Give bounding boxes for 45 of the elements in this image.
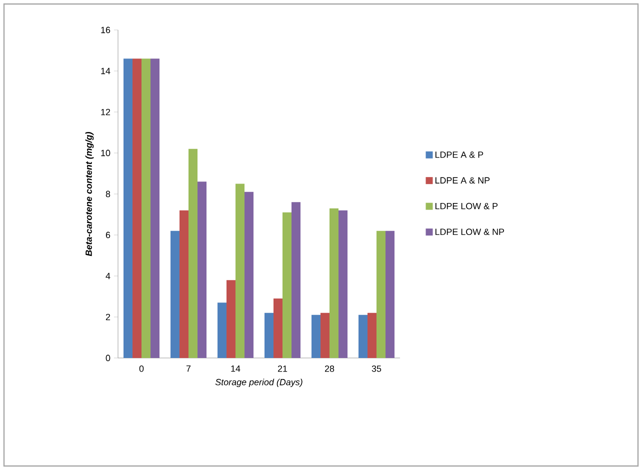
x-tick-label: 28 xyxy=(324,366,334,372)
bar xyxy=(236,184,245,358)
bar xyxy=(282,212,292,358)
legend-label: LDPE A & NP xyxy=(435,177,490,184)
x-tick-label: 21 xyxy=(278,366,288,372)
legend-label: LDPE LOW & NP xyxy=(435,228,504,236)
legend-label: LDPE LOW & P xyxy=(435,202,498,210)
bar xyxy=(274,298,283,358)
y-tick-label: 0 xyxy=(106,354,110,362)
bar xyxy=(226,280,236,358)
legend-label: LDPE A & P xyxy=(435,152,484,158)
bar xyxy=(198,182,207,358)
bar xyxy=(150,58,160,358)
x-tick-label: 0 xyxy=(139,366,144,372)
x-tick-label: 7 xyxy=(186,366,191,372)
y-tick-label: 12 xyxy=(101,108,110,116)
y-tick-label: 14 xyxy=(101,68,110,74)
bar xyxy=(188,148,198,358)
bar xyxy=(320,312,330,358)
bar xyxy=(180,210,189,358)
bar xyxy=(244,192,254,358)
x-tick-label: 14 xyxy=(231,366,240,372)
y-tick-label: 16 xyxy=(101,26,110,34)
y-axis-title: Beta-carotene content (mg/g) xyxy=(85,132,94,256)
bar xyxy=(338,210,348,358)
y-tick-label: 8 xyxy=(106,190,110,198)
bar xyxy=(218,302,227,358)
bar xyxy=(170,230,180,358)
bar xyxy=(264,312,274,358)
bar xyxy=(292,202,301,358)
bar xyxy=(312,314,321,358)
y-tick-label: 10 xyxy=(101,150,110,156)
y-tick-label: 6 xyxy=(106,232,110,238)
bar xyxy=(142,58,151,358)
bar xyxy=(132,58,142,358)
bar xyxy=(330,208,339,358)
bar xyxy=(376,230,386,358)
x-axis-title: Storage period (Days) xyxy=(215,378,302,388)
y-tick-label: 4 xyxy=(106,272,110,280)
x-tick-label: 35 xyxy=(372,366,382,372)
bar xyxy=(358,314,368,358)
y-tick-label: 2 xyxy=(106,314,110,320)
bar xyxy=(386,230,395,358)
bar xyxy=(368,312,377,358)
bar xyxy=(124,58,133,358)
